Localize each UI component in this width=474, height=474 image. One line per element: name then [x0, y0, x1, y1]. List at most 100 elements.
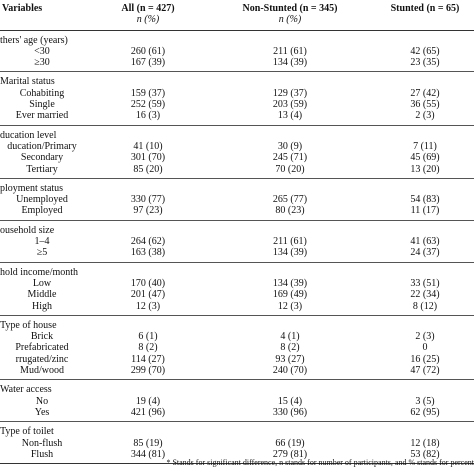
cell: 27 (42) — [410, 87, 440, 99]
data-row: 1–4 264 (62) 211 (61) 41 (63) — [0, 236, 474, 247]
data-row: Middle 201 (47) 169 (49) 22 (34) — [0, 289, 474, 300]
section-row: thers' age (years) — [0, 30, 474, 46]
cell: 265 (77) — [272, 194, 308, 206]
row-label: Ever married — [0, 110, 92, 126]
data-row: Unemployed 330 (77) 265 (77) 54 (83) — [0, 194, 474, 205]
cell: 19 (4) — [135, 395, 161, 407]
row-label: Yes — [0, 406, 92, 423]
cell: 167 (39) — [92, 57, 204, 73]
row-label: Single — [29, 99, 55, 111]
cell: 114 (27) — [131, 353, 165, 365]
section-title: Water access — [0, 384, 52, 396]
cell: 4 (1) — [280, 331, 300, 343]
row-label: Mud/wood — [0, 365, 92, 381]
cell: 0 — [422, 342, 428, 354]
row-label: Employed — [0, 205, 92, 221]
column-subheader: n (%) — [92, 14, 204, 31]
cell: 85 (19) — [133, 437, 163, 449]
cell: 2 (3) — [415, 331, 435, 343]
section-row: Water access — [0, 380, 474, 396]
cell: 8 (12) — [376, 300, 474, 316]
cell: 134 (39) — [204, 57, 376, 73]
footnote: * Stands for significant difference, n s… — [166, 458, 474, 467]
row-label: ≥5 — [0, 247, 92, 263]
section-row: Type of toilet — [0, 422, 474, 438]
cell: 159 (37) — [130, 87, 166, 99]
row-label: Flush — [0, 448, 92, 465]
data-table: Variables All (n = 427) Non-Stunted (n =… — [0, 3, 474, 465]
column-subheader: n (%) — [204, 14, 376, 31]
cell: 33 (51) — [410, 277, 440, 289]
data-row: <30 260 (61) 211 (61) 42 (65) — [0, 46, 474, 57]
data-row: Ever married 16 (3) 13 (4) 2 (3) — [0, 110, 474, 126]
row-label: rrugated/zinc — [15, 353, 69, 365]
data-row: Non-flush 85 (19) 66 (19) 12 (18) — [0, 438, 474, 449]
cell: 203 (59) — [272, 99, 308, 111]
cell: 36 (55) — [410, 99, 440, 111]
cell: 330 (96) — [204, 406, 376, 423]
cell: 80 (23) — [204, 205, 376, 221]
cell: 47 (72) — [376, 365, 474, 381]
section-title: hold income/month — [0, 266, 79, 278]
cell: 45 (69) — [410, 152, 440, 164]
data-row: Single 252 (59) 203 (59) 36 (55) — [0, 99, 474, 110]
row-label: <30 — [34, 45, 50, 57]
cell: 129 (37) — [272, 87, 308, 99]
cell: 22 (34) — [410, 289, 440, 301]
cell: 23 (35) — [376, 57, 474, 73]
cell: 211 (61) — [273, 45, 307, 57]
cell: 42 (65) — [410, 45, 440, 57]
cell: 260 (61) — [130, 45, 166, 57]
row-label: Non-flush — [21, 437, 63, 449]
cell: 252 (59) — [130, 99, 166, 111]
data-row: High 12 (3) 12 (3) 8 (12) — [0, 300, 474, 316]
cell: 70 (20) — [204, 163, 376, 179]
row-label: Prefabricated — [15, 342, 69, 354]
data-row: Mud/wood 299 (70) 240 (70) 47 (72) — [0, 365, 474, 381]
cell: 85 (20) — [92, 163, 204, 179]
row-label: Brick — [30, 331, 54, 343]
row-label: Middle — [27, 289, 57, 301]
cell: 344 (81) — [92, 448, 204, 465]
section-title: Type of toilet — [0, 426, 54, 438]
data-row: ≥30 167 (39) 134 (39) 23 (35) — [0, 57, 474, 73]
section-row: ousehold size — [0, 220, 474, 236]
data-row: Brick 6 (1) 4 (1) 2 (3) — [0, 331, 474, 342]
cell: 93 (27) — [275, 353, 305, 365]
section-title: ducation level — [0, 129, 57, 141]
cell: 54 (83) — [410, 194, 440, 206]
section-title: ployment status — [0, 182, 64, 194]
section-row: ployment status — [0, 178, 474, 194]
cell: 15 (4) — [277, 395, 303, 407]
cell: 3 (5) — [415, 395, 435, 407]
section-title: ousehold size — [0, 224, 55, 236]
cell: 30 (9) — [277, 140, 303, 152]
section-row: ducation level — [0, 125, 474, 141]
section-title: Marital status — [0, 76, 55, 88]
row-label: Secondary — [20, 152, 64, 164]
cell: 53 (82) — [376, 448, 474, 465]
row-label: Tertiary — [0, 163, 92, 179]
cell: 7 (11) — [413, 140, 437, 152]
row-label: 1–4 — [34, 236, 50, 248]
section-row: hold income/month — [0, 262, 474, 278]
row-label: ≥30 — [0, 57, 92, 73]
cell: 134 (39) — [272, 277, 308, 289]
cell: 6 (1) — [138, 331, 158, 343]
cell: 97 (23) — [92, 205, 204, 221]
cell: 41 (10) — [133, 140, 163, 152]
cell: 13 (4) — [204, 110, 376, 126]
data-row: Cohabiting 159 (37) 129 (37) 27 (42) — [0, 88, 474, 99]
cell: 2 (3) — [376, 110, 474, 126]
cell: 66 (19) — [275, 437, 305, 449]
cell: 13 (20) — [376, 163, 474, 179]
row-label: High — [0, 300, 92, 316]
cell: 12 (3) — [204, 300, 376, 316]
cell: 24 (37) — [376, 247, 474, 263]
column-header: Non-Stunted (n = 345) — [242, 3, 338, 14]
column-header: All (n = 427) — [121, 3, 175, 14]
cell: 134 (39) — [204, 247, 376, 263]
cell: 240 (70) — [204, 365, 376, 381]
cell: 211 (61) — [273, 236, 307, 248]
